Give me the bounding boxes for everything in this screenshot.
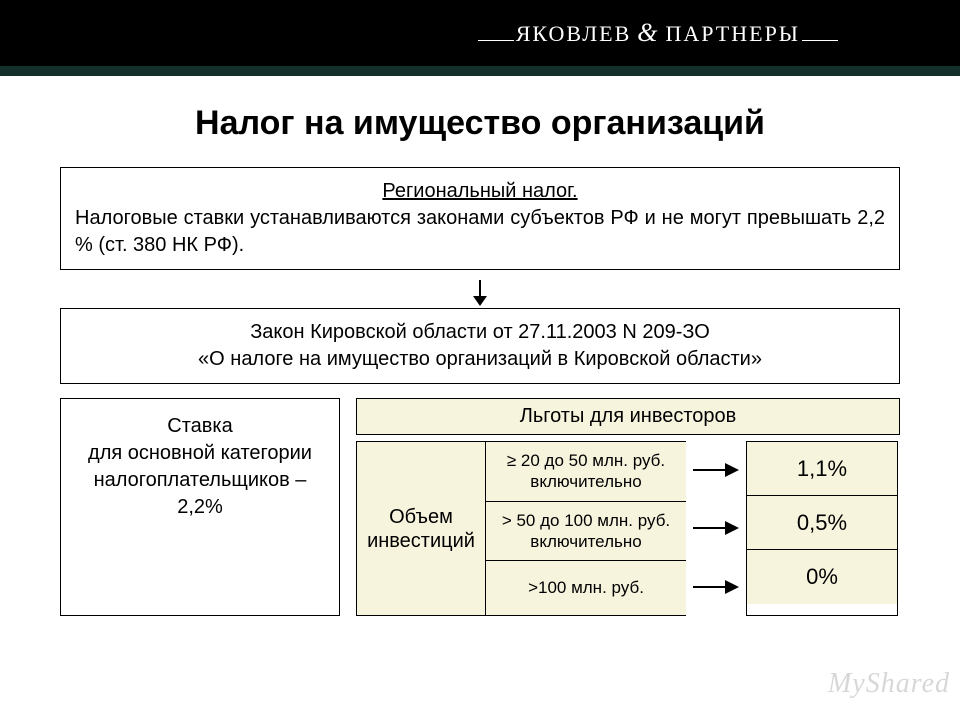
law-box: Закон Кировской области от 27.11.2003 N …	[60, 308, 900, 384]
watermark: MyShared	[828, 668, 950, 700]
brand-name-2: ПАРТНЕРЫ	[666, 21, 800, 47]
rates-column: 1,1% 0,5% 0%	[746, 441, 898, 616]
arrow-down-1	[0, 280, 960, 302]
header-bar: ЯКОВЛЕВ & ПАРТНЕРЫ	[0, 0, 960, 66]
arrow-right-2	[686, 499, 746, 557]
range-3: >100 млн. руб.	[486, 561, 686, 615]
range-2: > 50 до 100 млн. руб. включительно	[486, 502, 686, 562]
ranges-column: ≥ 20 до 50 млн. руб. включительно > 50 д…	[486, 441, 686, 616]
brand-name-1: ЯКОВЛЕВ	[516, 21, 632, 47]
arrow-right-3	[686, 558, 746, 616]
base-rate-l2: для основной категории	[71, 440, 329, 467]
range-1: ≥ 20 до 50 млн. руб. включительно	[486, 442, 686, 502]
law-line-1: Закон Кировской области от 27.11.2003 N …	[75, 319, 885, 346]
incentives-area: Льготы для инвесторов Объем инвестиций ≥…	[356, 398, 900, 616]
arrow-right-1	[686, 441, 746, 499]
volume-label: Объем инвестиций	[356, 441, 486, 616]
arrow-column	[686, 441, 746, 616]
slide-title: Налог на имущество организаций	[0, 104, 960, 143]
brand-ampersand: &	[637, 18, 659, 48]
regional-tax-title: Региональный налог.	[75, 178, 885, 205]
rate-2: 0,5%	[747, 496, 897, 550]
law-line-2: «О налоге на имущество организаций в Кир…	[75, 346, 885, 373]
lower-area: Ставка для основной категории налогоплат…	[60, 398, 900, 616]
regional-tax-box: Региональный налог. Налоговые ставки уст…	[60, 167, 900, 270]
base-rate-l3: налогоплательщиков –	[71, 467, 329, 494]
incentives-title: Льготы для инвесторов	[356, 398, 900, 435]
investment-table: Объем инвестиций ≥ 20 до 50 млн. руб. вк…	[356, 441, 900, 616]
regional-tax-body: Налоговые ставки устанавливаются законам…	[75, 205, 885, 259]
accent-strip	[0, 66, 960, 76]
brand-logo: ЯКОВЛЕВ & ПАРТНЕРЫ	[476, 18, 840, 48]
base-rate-l4: 2,2%	[71, 494, 329, 521]
base-rate-box: Ставка для основной категории налогоплат…	[60, 398, 340, 616]
base-rate-l1: Ставка	[71, 413, 329, 440]
rate-3: 0%	[747, 550, 897, 604]
rate-1: 1,1%	[747, 442, 897, 496]
